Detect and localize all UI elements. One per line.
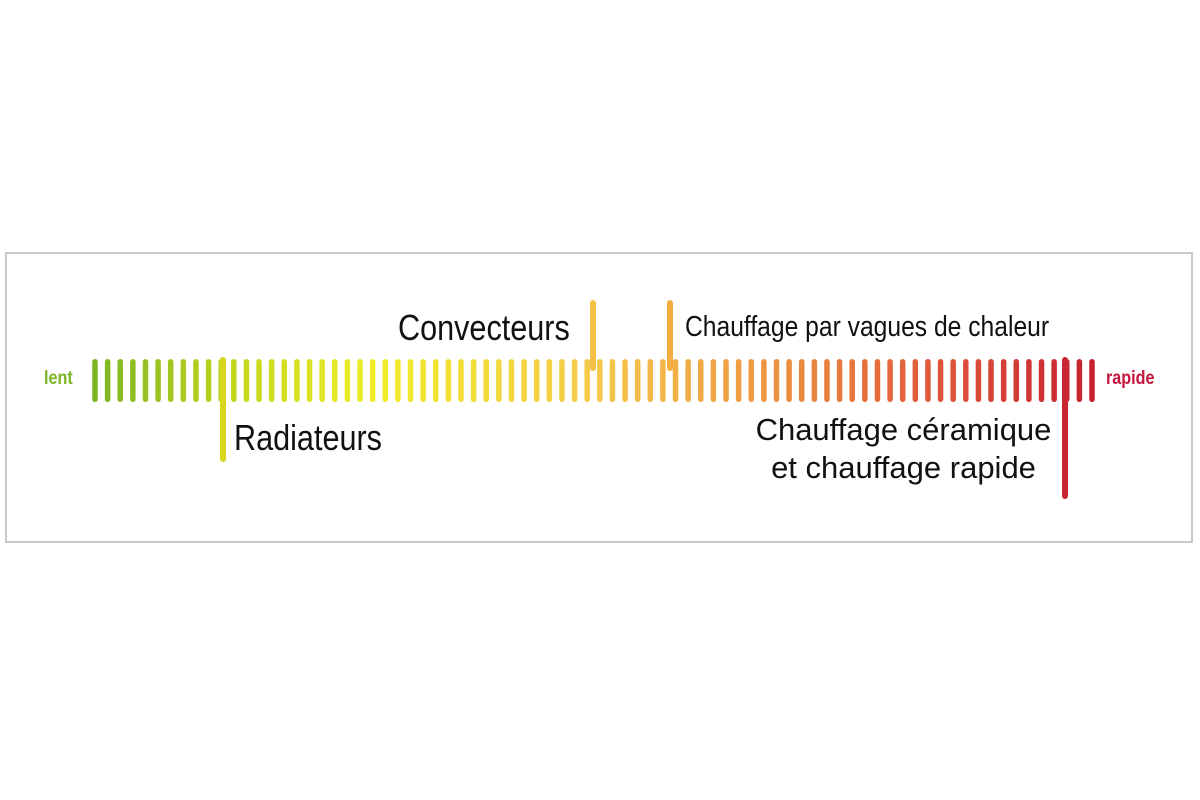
scale-tick: [496, 359, 502, 402]
scale-tick: [824, 359, 830, 402]
scale-tick: [862, 359, 868, 402]
scale-tick: [660, 359, 666, 402]
scale-tick: [647, 359, 654, 402]
scale-end-label: rapide: [1106, 368, 1155, 389]
marker-label-ceramique: Chauffage céramique et chauffage rapide: [752, 411, 1055, 487]
scale-tick: [357, 359, 363, 402]
scale-tick: [937, 359, 944, 402]
scale-tick: [798, 359, 805, 402]
scale-tick: [483, 359, 489, 402]
scale-tick: [395, 359, 401, 402]
scale-tick: [925, 359, 931, 402]
scale-tick: [205, 359, 212, 402]
scale-tick: [445, 359, 452, 402]
scale-tick: [849, 359, 855, 402]
scale-tick: [420, 359, 426, 402]
scale-tick: [458, 359, 464, 402]
scale-tick: [470, 359, 477, 402]
scale-tick: [1026, 359, 1032, 402]
scale-tick: [407, 359, 414, 402]
scale-tick: [306, 359, 313, 402]
scale-tick: [571, 359, 578, 402]
scale-tick: [533, 359, 540, 402]
scale-tick: [811, 359, 818, 402]
scale-tick: [672, 359, 679, 402]
scale-start-label: lent: [44, 368, 73, 389]
scale-tick: [735, 359, 742, 402]
scale-tick: [685, 359, 691, 402]
scale-tick: [874, 359, 881, 402]
scale-tick: [912, 359, 919, 402]
scale-tick: [546, 359, 553, 402]
scale-tick: [748, 359, 754, 402]
scale-tick: [887, 359, 893, 402]
scale-tick: [584, 359, 590, 402]
scale-tick: [710, 359, 717, 402]
scale-tick: [963, 359, 969, 402]
marker-label-convecteurs: Convecteurs: [398, 307, 570, 348]
scale-tick: [180, 359, 187, 402]
scale-tick: [634, 359, 641, 402]
scale-tick: [130, 359, 136, 402]
scale-tick: [988, 359, 994, 402]
marker-label-ceramique-line1: Chauffage céramique: [755, 412, 1052, 447]
scale-tick: [193, 359, 199, 402]
scale-tick: [1000, 359, 1007, 402]
scale-tick: [92, 359, 98, 402]
scale-tick: [521, 359, 527, 402]
scale-tick: [622, 359, 628, 402]
scale-tick: [975, 359, 982, 402]
scale-tick: [332, 359, 338, 402]
scale-tick: [559, 359, 565, 402]
scale-tick: [1076, 359, 1083, 402]
scale-tick: [142, 359, 149, 402]
scale-tick: [836, 359, 843, 402]
scale-tick: [1013, 359, 1020, 402]
scale-tick: [319, 359, 325, 402]
scale-tick: [167, 359, 174, 402]
scale-tick: [281, 359, 288, 402]
scale-tick: [369, 359, 376, 402]
scale-tick: [433, 359, 439, 402]
scale-tick: [104, 359, 111, 402]
scale-tick: [344, 359, 351, 402]
scale-tick: [761, 359, 767, 402]
marker-label-ceramique-line2: et chauffage rapide: [771, 450, 1036, 485]
scale-tick: [117, 359, 123, 402]
scale-tick: [256, 359, 262, 402]
scale-tick: [508, 359, 515, 402]
scale-tick: [950, 359, 956, 402]
scale-tick: [1089, 359, 1095, 402]
scale-tick: [786, 359, 792, 402]
scale-tick: [1051, 359, 1057, 402]
scale-tick: [382, 359, 389, 402]
scale-tick: [294, 359, 300, 402]
marker-label-vagues: Chauffage par vagues de chaleur: [685, 311, 1050, 343]
scale-tick: [723, 359, 729, 402]
scale-tick: [231, 359, 237, 402]
scale-tick: [609, 359, 616, 402]
scale-tick: [698, 359, 704, 402]
scale-tick: [155, 359, 161, 402]
scale-tick: [597, 359, 603, 402]
marker-label-radiateurs: Radiateurs: [234, 417, 382, 458]
scale-tick: [243, 359, 250, 402]
scale-tick: [268, 359, 275, 402]
scale-tick: [773, 359, 780, 402]
scale-tick: [899, 359, 906, 402]
scale-tick: [1038, 359, 1045, 402]
